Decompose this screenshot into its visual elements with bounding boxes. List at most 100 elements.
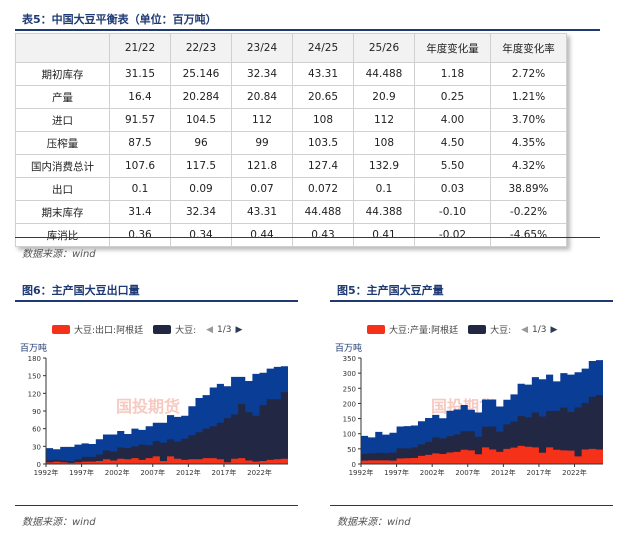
legend-pager: 1/3	[532, 324, 547, 335]
area-series-0	[46, 456, 288, 464]
table-row: 进口 91.57 104.5 112 108 112 4.00 3.70%	[15, 108, 567, 132]
table-cell: 44.488	[353, 62, 415, 86]
table-cell: 1.18	[414, 62, 491, 86]
table-row: 库消比 0.36 0.34 0.44 0.43 0.41 -0.02 -4.65%	[15, 223, 567, 247]
x-tick-label: 2022年	[247, 468, 272, 477]
table-cell: 44.388	[353, 200, 415, 224]
y-tick-label: 0	[352, 461, 356, 469]
table-cell: 91.57	[109, 108, 171, 132]
table-cell: 31.4	[109, 200, 171, 224]
table-cell: 压榨量	[15, 131, 110, 155]
legend-prev-icon[interactable]: ◀	[206, 324, 214, 335]
table-cell: 20.65	[292, 85, 354, 109]
y-tick-label: 120	[28, 390, 41, 398]
table-cell: 出口	[15, 177, 110, 201]
table-cell: 107.6	[109, 154, 171, 178]
y-tick-label: 180	[28, 355, 41, 363]
x-tick-label: 2012年	[176, 468, 201, 477]
legend-next-icon[interactable]: ▶	[235, 324, 243, 335]
table-row: 国内消费总计 107.6 117.5 121.8 127.4 132.9 5.50 4.32%	[15, 154, 567, 178]
y-tick-label: 100	[343, 431, 356, 439]
table-source: 数据来源：wind	[22, 249, 96, 260]
chart-plot: 国投期货0501001502002503003501992年1997年2002年…	[343, 355, 603, 477]
column-header: 23/24	[231, 33, 293, 63]
table-cell: 国内消费总计	[15, 154, 110, 178]
legend-swatch	[468, 325, 487, 334]
y-tick-label: 200	[343, 400, 356, 408]
x-tick-label: 1997年	[69, 468, 94, 477]
table-title: 表5：中国大豆平衡表（单位：百万吨）	[22, 13, 217, 26]
legend-label[interactable]: 大豆:出口:阿根廷	[74, 326, 144, 336]
table-cell: 0.1	[353, 177, 415, 201]
legend-swatch	[52, 325, 70, 334]
table-cell: 132.9	[353, 154, 415, 178]
table-cell: 0.44	[231, 223, 293, 247]
table-cell: 104.5	[170, 108, 232, 132]
x-tick-label: 2002年	[105, 468, 130, 477]
table-cell: -4.65%	[490, 223, 567, 247]
legend-label[interactable]: 大豆:	[490, 326, 512, 336]
balance-table: 21/22 22/23 23/24 24/25 25/26 年度变化量 年度变化率 期初库存 3…	[15, 33, 567, 247]
table-cell: 117.5	[170, 154, 232, 178]
table-cell: 121.8	[231, 154, 293, 178]
title-rule	[15, 300, 298, 302]
table-cell: 87.5	[109, 131, 171, 155]
x-tick-label: 1997年	[384, 468, 409, 477]
chart-legend: 大豆:出口:阿根廷 大豆: ◀ 1/3 ▶	[52, 323, 242, 336]
table-cell: 期初库存	[15, 62, 110, 86]
table-cell: 2.72%	[490, 62, 567, 86]
x-tick-label: 2007年	[140, 468, 165, 477]
table-row: 产量 16.4 20.284 20.84 20.65 20.9 0.25 1.21%	[15, 85, 567, 109]
table-cell: 44.488	[292, 200, 354, 224]
y-tick-label: 150	[343, 416, 356, 424]
y-unit-label: 百万吨	[20, 344, 48, 354]
table-cell: 32.34	[231, 62, 293, 86]
table-cell: 0.43	[292, 223, 354, 247]
area-series-0	[361, 445, 603, 464]
column-header: 年度变化量	[414, 33, 491, 63]
table-cell: 103.5	[292, 131, 354, 155]
column-header: 25/26	[353, 33, 415, 63]
table-cell: 0.34	[170, 223, 232, 247]
table-cell: -0.02	[414, 223, 491, 247]
chart-plot: 国投期货 0 30 60 90 120 150 180 1992年 1997年 2002年 2007年…	[28, 355, 288, 477]
chart-legend: 大豆:产量:阿根廷 大豆: ◀ 1/3 ▶	[367, 323, 557, 336]
legend-prev-icon[interactable]: ◀	[521, 324, 529, 335]
table-cell: -0.10	[414, 200, 491, 224]
table-row: 期末库存 31.4 32.34 43.31 44.488 44.388 -0.10 -0.22…	[15, 200, 567, 224]
table-cell: 0.03	[414, 177, 491, 201]
table-cell: 4.00	[414, 108, 491, 132]
table-cell: 0.25	[414, 85, 491, 109]
table-cell: 1.21%	[490, 85, 567, 109]
x-tick-label: 1992年	[349, 468, 374, 477]
x-tick-label: 2017年	[527, 468, 552, 477]
table-cell: 0.41	[353, 223, 415, 247]
table-cell: 20.84	[231, 85, 293, 109]
legend-swatch	[367, 325, 385, 334]
area-series-1	[46, 392, 288, 464]
x-tick-label: 2007年	[455, 468, 480, 477]
chart-title: 图6：主产国大豆出口量	[22, 284, 140, 297]
table-cell: 5.50	[414, 154, 491, 178]
table-cell: 16.4	[109, 85, 171, 109]
table-cell: 99	[231, 131, 293, 155]
column-header: 24/25	[292, 33, 354, 63]
table-row: 压榨量 87.5 96 99 103.5 108 4.50 4.35%	[15, 131, 567, 155]
y-tick-label: 90	[32, 408, 41, 416]
legend-next-icon[interactable]: ▶	[550, 324, 558, 335]
column-header: 21/22	[109, 33, 171, 63]
table-cell: 32.34	[170, 200, 232, 224]
table-cell: 43.31	[231, 200, 293, 224]
table-cell: 4.35%	[490, 131, 567, 155]
x-tick-label: 2012年	[491, 468, 516, 477]
table-cell: 96	[170, 131, 232, 155]
legend-label[interactable]: 大豆:	[175, 326, 197, 336]
table-header-row: 21/22 22/23 23/24 24/25 25/26 年度变化量 年度变化率	[15, 33, 567, 63]
x-tick-label: 1992年	[34, 468, 59, 477]
legend-label[interactable]: 大豆:产量:阿根廷	[389, 326, 459, 336]
table-cell: 31.15	[109, 62, 171, 86]
table-cell: 112	[353, 108, 415, 132]
y-tick-label: 150	[28, 373, 41, 381]
y-tick-label: 0	[37, 461, 41, 469]
table-cell: 0.1	[109, 177, 171, 201]
